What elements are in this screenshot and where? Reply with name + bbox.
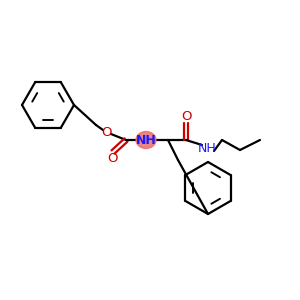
Text: O: O <box>107 152 117 166</box>
Text: NH: NH <box>198 142 216 154</box>
Text: O: O <box>181 110 191 122</box>
Ellipse shape <box>136 131 156 148</box>
Text: O: O <box>102 125 112 139</box>
Text: NH: NH <box>136 134 156 146</box>
